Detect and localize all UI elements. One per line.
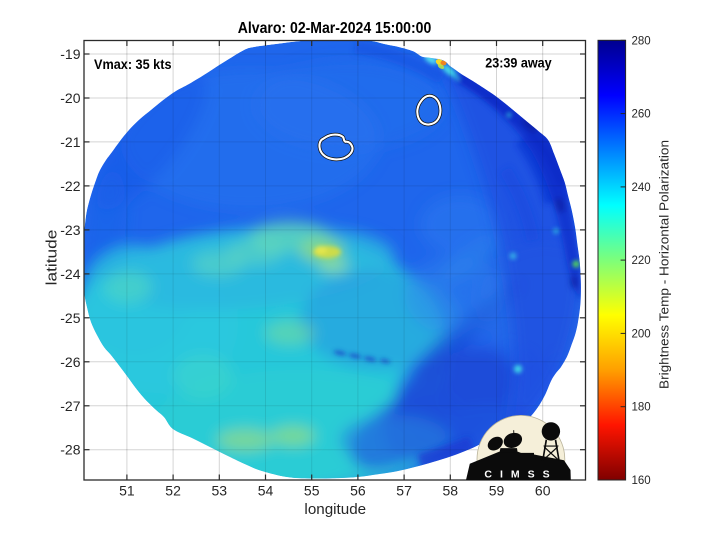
svg-text:-21: -21 — [60, 134, 80, 150]
svg-text:CIMSS: CIMSS — [484, 469, 557, 481]
svg-text:54: 54 — [258, 483, 274, 499]
svg-text:Alvaro: 02-Mar-2024 15:00:00: Alvaro: 02-Mar-2024 15:00:00 — [238, 20, 432, 37]
svg-text:Vmax: 35 kts: Vmax: 35 kts — [94, 56, 172, 72]
svg-text:60: 60 — [535, 483, 551, 499]
svg-text:-24: -24 — [60, 266, 80, 282]
svg-text:-23: -23 — [60, 222, 80, 238]
svg-text:56: 56 — [350, 483, 366, 499]
svg-text:220: 220 — [632, 255, 651, 267]
svg-text:52: 52 — [165, 483, 181, 499]
svg-text:51: 51 — [119, 483, 135, 499]
svg-text:23:39 away: 23:39 away — [485, 54, 552, 70]
svg-text:Brightness Temp - Horizontal P: Brightness Temp - Horizontal Polarizatio… — [657, 140, 672, 389]
svg-text:240: 240 — [632, 182, 651, 194]
svg-text:-28: -28 — [60, 442, 80, 458]
svg-text:57: 57 — [396, 483, 412, 499]
svg-text:-25: -25 — [60, 310, 80, 326]
svg-text:59: 59 — [489, 483, 505, 499]
svg-text:-20: -20 — [60, 90, 80, 106]
svg-text:latitude: latitude — [44, 230, 61, 286]
svg-text:160: 160 — [632, 475, 651, 487]
svg-text:180: 180 — [632, 402, 651, 414]
svg-text:58: 58 — [443, 483, 459, 499]
svg-text:-22: -22 — [60, 178, 80, 194]
svg-text:280: 280 — [632, 35, 651, 47]
svg-text:200: 200 — [632, 328, 651, 340]
svg-text:55: 55 — [304, 483, 320, 499]
svg-text:260: 260 — [632, 109, 651, 121]
svg-text:-19: -19 — [60, 46, 80, 62]
svg-text:-26: -26 — [60, 354, 80, 370]
svg-text:-27: -27 — [60, 398, 80, 414]
svg-text:longitude: longitude — [304, 501, 366, 518]
svg-text:53: 53 — [212, 483, 228, 499]
